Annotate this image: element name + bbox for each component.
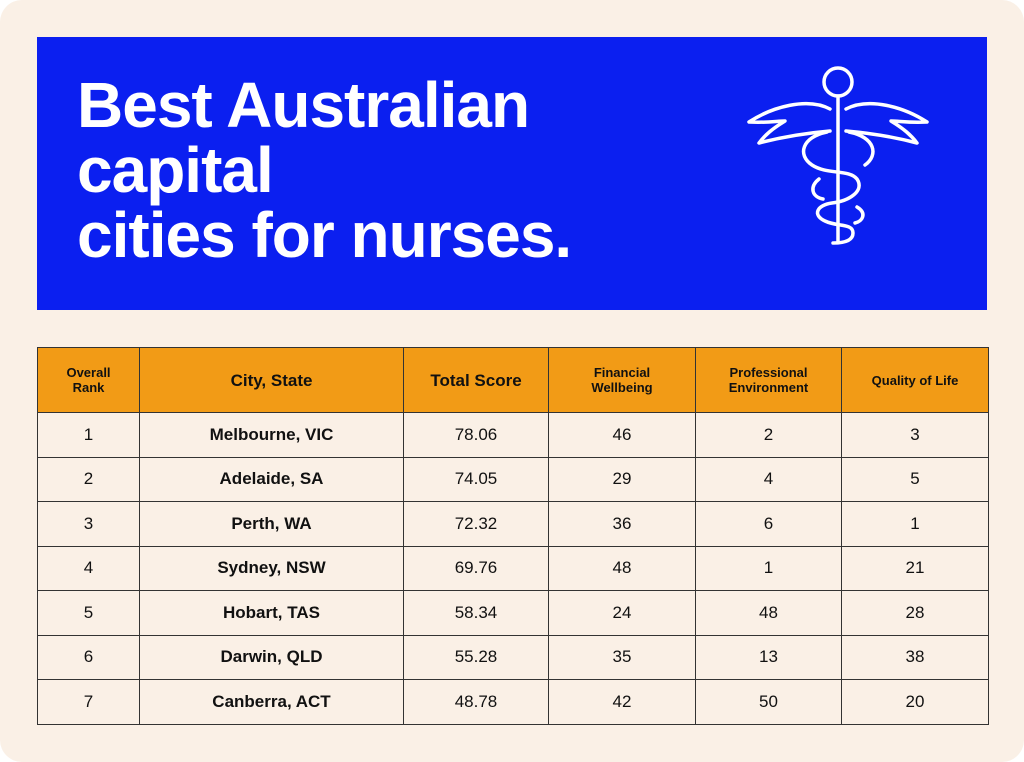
table-row: 6 Darwin, QLD 55.28 35 13 38 xyxy=(37,634,989,680)
table-cell: 6 xyxy=(37,634,140,680)
column-header: Professional Environment xyxy=(695,347,842,413)
table-cell: Canberra, ACT xyxy=(139,679,404,725)
table-cell: 20 xyxy=(841,679,989,725)
table-cell: 35 xyxy=(548,634,696,680)
table-body: 1 Melbourne, VIC 78.06 46 2 3 2 Adelaide, SA 74.… xyxy=(37,412,989,725)
title-line: cities for nurses. xyxy=(77,199,572,271)
column-header: Quality of Life xyxy=(841,347,989,413)
table-row: 1 Melbourne, VIC 78.06 46 2 3 xyxy=(37,412,989,458)
title: Best Australian capital cities for nurse… xyxy=(77,69,572,271)
table-cell: 7 xyxy=(37,679,140,725)
table-cell: Melbourne, VIC xyxy=(139,412,404,458)
title-line: capital xyxy=(77,134,274,206)
table-cell: 1 xyxy=(37,412,140,458)
table-row: 2 Adelaide, SA 74.05 29 4 5 xyxy=(37,456,989,502)
table-cell: Adelaide, SA xyxy=(139,456,404,502)
column-header: Financial Wellbeing xyxy=(548,347,696,413)
table-cell: 4 xyxy=(695,456,842,502)
table-cell: Perth, WA xyxy=(139,501,404,547)
table-cell: 5 xyxy=(841,456,989,502)
caduceus-icon xyxy=(747,66,929,245)
table-cell: 72.32 xyxy=(403,501,549,547)
table-cell: 5 xyxy=(37,590,140,636)
banner: Best Australian capital cities for nurse… xyxy=(37,37,987,310)
table-cell: 1 xyxy=(695,545,842,591)
table-cell: 55.28 xyxy=(403,634,549,680)
column-header: Overall Rank xyxy=(37,347,140,413)
table-cell: 69.76 xyxy=(403,545,549,591)
table-cell: 48.78 xyxy=(403,679,549,725)
table-cell: 6 xyxy=(695,501,842,547)
table-cell: Sydney, NSW xyxy=(139,545,404,591)
table-cell: 21 xyxy=(841,545,989,591)
table-cell: Darwin, QLD xyxy=(139,634,404,680)
table-cell: 13 xyxy=(695,634,842,680)
table-row: 7 Canberra, ACT 48.78 42 50 20 xyxy=(37,679,989,725)
table-cell: 38 xyxy=(841,634,989,680)
column-header: City, State xyxy=(139,347,404,413)
table-cell: 48 xyxy=(695,590,842,636)
header-row: Overall Rank City, State Total Score Financ… xyxy=(37,347,989,413)
table-cell: 3 xyxy=(841,412,989,458)
table-row: 4 Sydney, NSW 69.76 48 1 21 xyxy=(37,545,989,591)
rankings-table: Overall Rank City, State Total Score Financ… xyxy=(37,347,989,725)
table-cell: 36 xyxy=(548,501,696,547)
table-cell: 2 xyxy=(695,412,842,458)
table-cell: 58.34 xyxy=(403,590,549,636)
table-cell: 2 xyxy=(37,456,140,502)
table-cell: Hobart, TAS xyxy=(139,590,404,636)
table-cell: 3 xyxy=(37,501,140,547)
table-row: 3 Perth, WA 72.32 36 6 1 xyxy=(37,501,989,547)
table-cell: 42 xyxy=(548,679,696,725)
table-cell: 78.06 xyxy=(403,412,549,458)
table-cell: 46 xyxy=(548,412,696,458)
title-line: Best Australian xyxy=(77,69,530,141)
table-cell: 28 xyxy=(841,590,989,636)
table-cell: 74.05 xyxy=(403,456,549,502)
table-cell: 29 xyxy=(548,456,696,502)
table-cell: 1 xyxy=(841,501,989,547)
table-row: 5 Hobart, TAS 58.34 24 48 28 xyxy=(37,590,989,636)
table-cell: 50 xyxy=(695,679,842,725)
column-header: Total Score xyxy=(403,347,549,413)
table-cell: 24 xyxy=(548,590,696,636)
table-cell: 4 xyxy=(37,545,140,591)
table-cell: 48 xyxy=(548,545,696,591)
